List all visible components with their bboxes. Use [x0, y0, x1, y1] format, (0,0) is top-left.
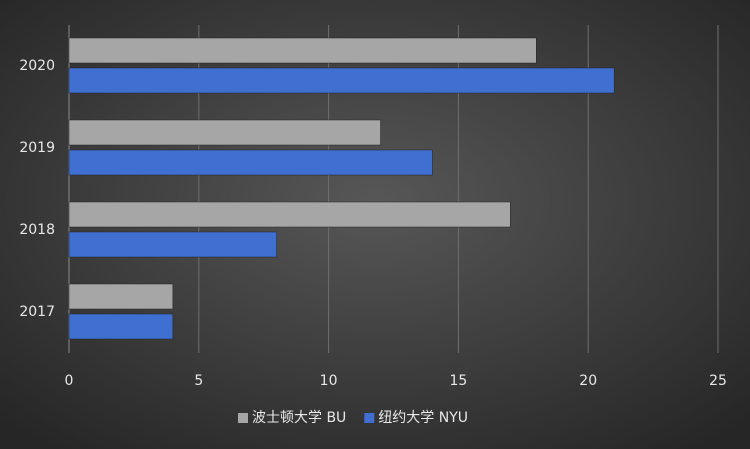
legend-swatch: [238, 413, 248, 423]
x-tick-label: 10: [320, 373, 338, 389]
bar: [68, 149, 433, 176]
legend-label: 纽约大学 NYU: [378, 410, 468, 426]
x-tick-label: 15: [449, 373, 467, 389]
bar: [68, 37, 537, 64]
x-tick-label: 25: [709, 373, 727, 389]
bar: [68, 201, 511, 228]
y-tick-label: 2019: [19, 140, 55, 156]
x-tick-label: 5: [194, 373, 203, 389]
bar: [68, 67, 615, 94]
bar: [68, 283, 174, 310]
bar: [68, 231, 277, 258]
legend-swatch: [364, 413, 375, 423]
x-tick-label: 0: [65, 373, 74, 389]
x-tick-label: 20: [579, 373, 597, 389]
y-tick-label: 2020: [19, 58, 55, 74]
legend-label: 波士顿大学 BU: [252, 410, 346, 426]
y-tick-label: 2018: [19, 222, 55, 238]
bar: [68, 119, 381, 146]
y-tick-label: 2017: [19, 304, 55, 320]
bar: [68, 313, 174, 340]
